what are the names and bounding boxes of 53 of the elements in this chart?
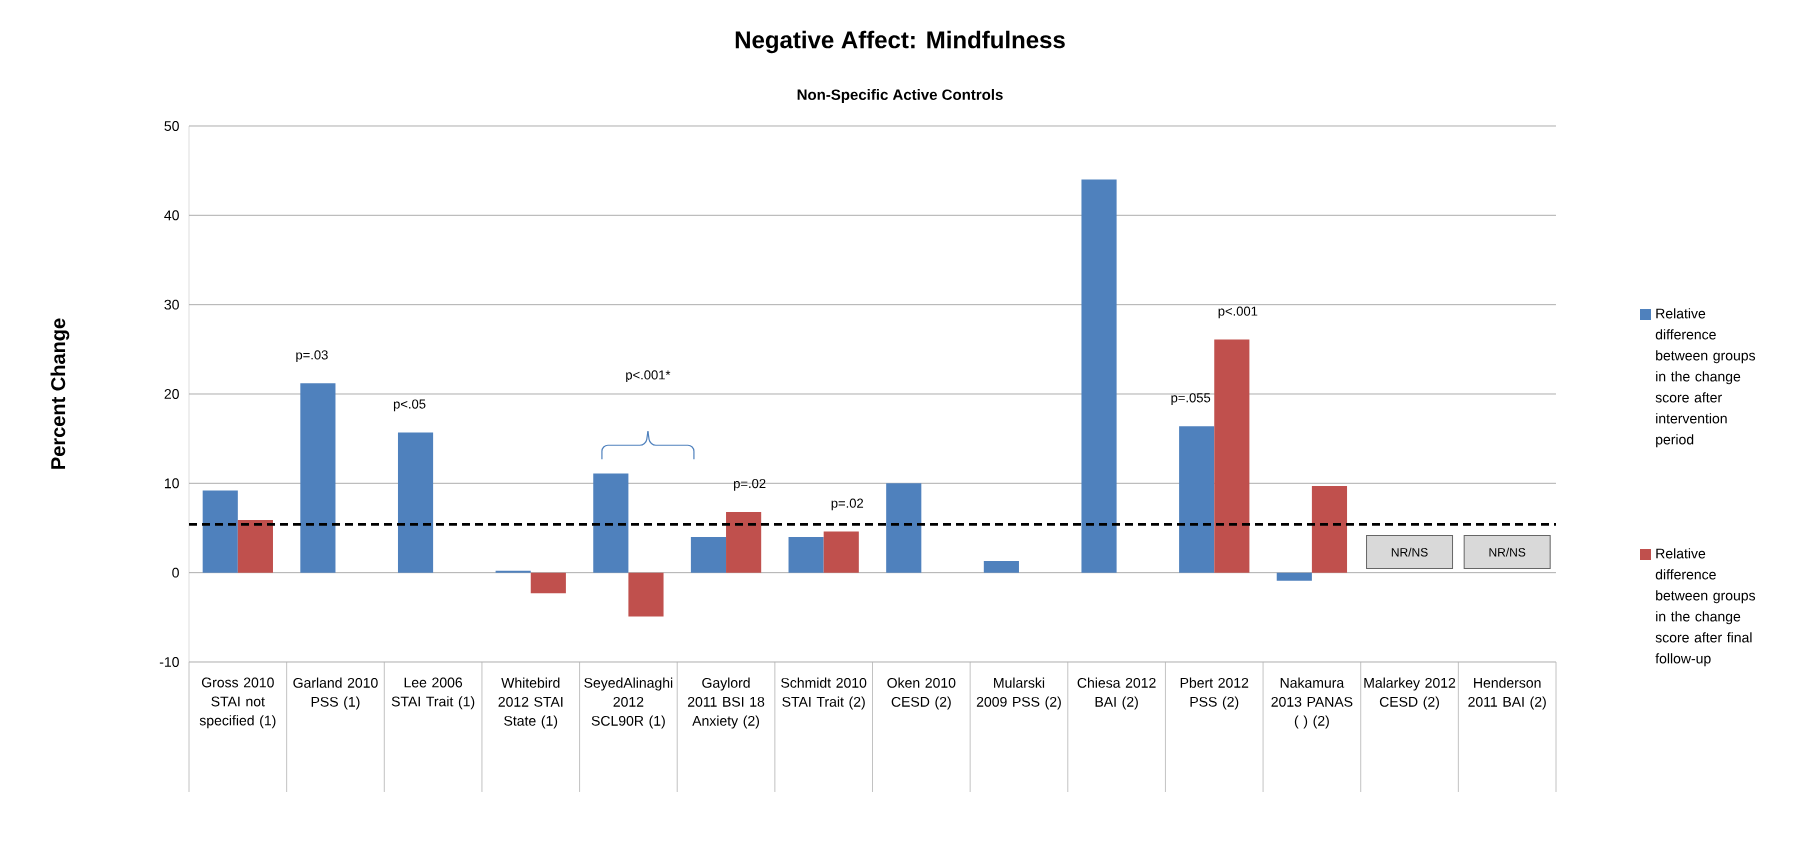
bar	[1311, 486, 1348, 573]
annotation: NR/NS	[1489, 547, 1526, 557]
y-tick-label: 20	[164, 389, 179, 399]
bar	[1276, 572, 1312, 581]
annotation: p<.001	[1218, 306, 1258, 319]
y-tick-label: 0	[172, 567, 179, 578]
x-tick-label: Nakamura 2013 PANAS ( ) (2)	[1271, 677, 1353, 729]
x-tick-label: Chiesa 2012 BAI (2)	[1077, 677, 1156, 710]
annotation: p=.055	[1171, 393, 1211, 405]
y-tick-label: 10	[164, 478, 179, 489]
annotation: p<.05	[393, 399, 426, 412]
x-tick-label: Garland 2010 PSS (1)	[293, 677, 378, 710]
y-tick-label: -10	[159, 657, 179, 667]
annotation: p=.02	[734, 478, 766, 491]
x-tick-label: Whitebird 2012 STAI State (1)	[498, 677, 563, 729]
annotation: p=.03	[296, 350, 328, 363]
x-tick-label: Mularski 2009 PSS (2)	[976, 677, 1061, 710]
bar	[983, 561, 1019, 573]
bar	[300, 383, 336, 573]
bar	[237, 519, 273, 573]
x-tick-label: Gross 2010 STAI not specified (1)	[199, 677, 276, 729]
bar	[530, 572, 566, 594]
x-tick-label: Schmidt 2010 STAI Trait (2)	[781, 677, 867, 710]
bar	[202, 490, 238, 573]
legend-label: Relative difference between groups in the change score after final follow-up	[1655, 548, 1756, 667]
bar	[1214, 339, 1250, 573]
chart-subtitle: Non-Specific Active Controls	[797, 89, 1003, 103]
bar	[397, 432, 434, 573]
y-tick-label: 50	[164, 121, 179, 131]
bar	[628, 572, 664, 617]
bar	[726, 511, 762, 573]
bar	[593, 473, 629, 573]
x-tick-label: Lee 2006 STAI Trait (1)	[391, 677, 475, 710]
x-tick-label: Oken 2010 CESD (2)	[887, 677, 956, 710]
bar	[1179, 426, 1215, 573]
bar	[886, 483, 922, 573]
x-tick-label: Pbert 2012 PSS (2)	[1180, 677, 1249, 710]
y-tick-label: 30	[164, 299, 179, 310]
annotation: p<.001*	[626, 370, 671, 383]
x-tick-label: Malarkey 2012 CESD (2)	[1364, 677, 1456, 710]
x-tick-label: Henderson 2011 BAI (2)	[1468, 677, 1546, 710]
y-tick-label: 40	[164, 210, 179, 221]
legend-label: Relative difference between groups in the change score after intervention period	[1655, 308, 1756, 448]
annotation: p=.02	[831, 498, 864, 511]
x-tick-label: SeyedAlinaghi 2012 SCL90R (1)	[584, 677, 673, 729]
bar	[1081, 179, 1117, 573]
annotation: NR/NS	[1391, 547, 1428, 557]
bar	[823, 531, 859, 573]
chart-title: Negative Affect: Mindfulness	[735, 30, 1065, 54]
x-tick-label: Gaylord 2011 BSI 18 Anxiety (2)	[687, 677, 765, 729]
bar	[690, 536, 727, 573]
bar	[788, 536, 824, 573]
y-axis-title: Percent Change	[50, 318, 70, 469]
